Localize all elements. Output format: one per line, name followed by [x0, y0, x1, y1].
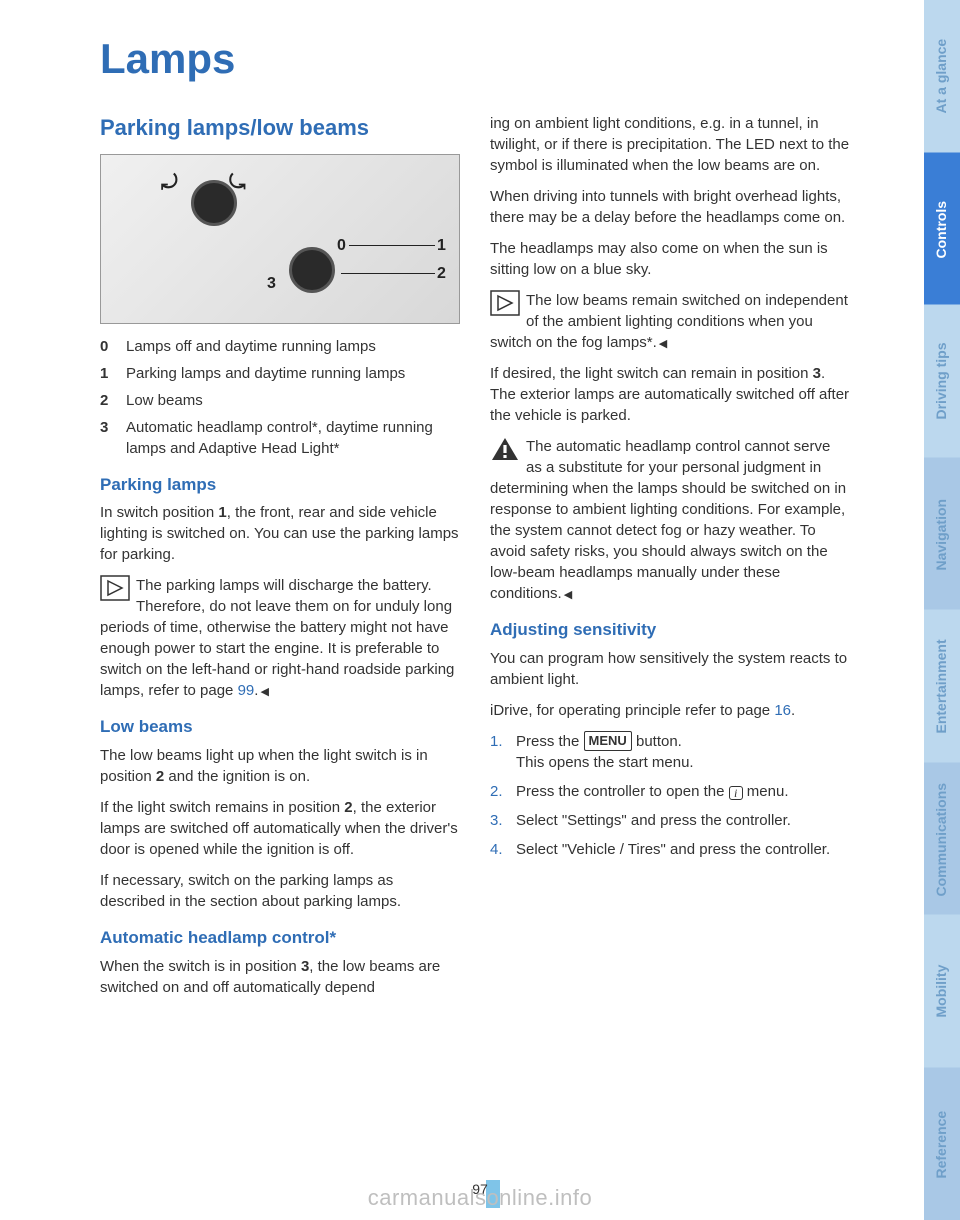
- text: When the switch is in position: [100, 958, 301, 975]
- dial-icon: [289, 247, 335, 293]
- tab-controls[interactable]: Controls: [924, 153, 960, 306]
- body-text: You can program how sensitively the syst…: [490, 648, 850, 690]
- text: The parking lamps will discharge the bat…: [100, 577, 454, 699]
- body-text: If the light switch remains in position …: [100, 797, 460, 860]
- text: button.: [632, 733, 682, 750]
- steps-list: Press the MENU button. This opens the st…: [490, 731, 850, 860]
- item-text: Low beams: [126, 390, 460, 411]
- body-text: ing on ambient light conditions, e.g. in…: [490, 113, 850, 176]
- body-text: The headlamps may also come on when the …: [490, 238, 850, 280]
- text: Press the: [516, 733, 584, 750]
- page-link[interactable]: 16: [774, 702, 791, 719]
- item-number: 0: [100, 336, 126, 357]
- subheading-parking-lamps: Parking lamps: [100, 473, 460, 497]
- figure-label-2: 2: [437, 263, 446, 285]
- text: .: [254, 682, 269, 699]
- info-note: The low beams remain switched on indepen…: [490, 290, 850, 353]
- figure-label-1: 1: [437, 235, 446, 257]
- tab-driving-tips[interactable]: Driving tips: [924, 305, 960, 458]
- info-note: The parking lamps will discharge the bat…: [100, 575, 460, 701]
- text: The automatic headlamp control cannot se…: [490, 438, 846, 602]
- leader-line: [341, 273, 435, 274]
- list-item: 1 Parking lamps and daytime running lamp…: [100, 363, 460, 384]
- text: In switch position: [100, 504, 218, 521]
- text-bold: 3: [813, 365, 821, 382]
- text-bold: 2: [344, 799, 352, 816]
- watermark: carmanualsonline.info: [368, 1183, 593, 1214]
- step-item: Press the controller to open the i menu.: [490, 781, 850, 802]
- item-text: Lamps off and daytime running lamps: [126, 336, 460, 357]
- definition-list: 0 Lamps off and daytime running lamps 1 …: [100, 336, 460, 459]
- left-column: Parking lamps/low beams ⤾ ⤿ 0 3 1 2 0 La…: [100, 113, 460, 998]
- item-text: Parking lamps and daytime running lamps: [126, 363, 460, 384]
- subheading-adjusting: Adjusting sensitivity: [490, 618, 850, 642]
- figure-label-3: 3: [267, 273, 276, 295]
- body-text: If necessary, switch on the parking lamp…: [100, 870, 460, 912]
- text: menu.: [743, 783, 789, 800]
- tab-communications[interactable]: Communications: [924, 763, 960, 916]
- text-bold: 2: [156, 768, 164, 785]
- item-text: Automatic headlamp control*, daytime run…: [126, 417, 460, 459]
- body-text: iDrive, for operating principle refer to…: [490, 700, 850, 721]
- item-number: 3: [100, 417, 126, 459]
- tab-at-a-glance[interactable]: At a glance: [924, 0, 960, 153]
- step-item: Press the MENU button. This opens the st…: [490, 731, 850, 773]
- tab-navigation[interactable]: Navigation: [924, 458, 960, 611]
- section-heading: Parking lamps/low beams: [100, 113, 460, 144]
- text-bold: 1: [218, 504, 226, 521]
- note-icon: [100, 575, 130, 601]
- list-item: 0 Lamps off and daytime running lamps: [100, 336, 460, 357]
- list-item: 3 Automatic headlamp control*, daytime r…: [100, 417, 460, 459]
- step-item: Select "Settings" and press the controll…: [490, 810, 850, 831]
- text: If desired, the light switch can remain …: [490, 365, 813, 382]
- page-title: Lamps: [100, 30, 850, 89]
- text: Press the controller to open the: [516, 783, 729, 800]
- leader-line: [349, 245, 435, 246]
- dial-icon: [191, 180, 237, 226]
- list-item: 2 Low beams: [100, 390, 460, 411]
- text: and the ignition is on.: [164, 768, 310, 785]
- tab-mobility[interactable]: Mobility: [924, 915, 960, 1068]
- warning-note: The automatic headlamp control cannot se…: [490, 436, 850, 604]
- text: If the light switch remains in position: [100, 799, 344, 816]
- tab-reference[interactable]: Reference: [924, 1068, 960, 1220]
- body-text: In switch position 1, the front, rear an…: [100, 502, 460, 565]
- step-item: Select "Vehicle / Tires" and press the c…: [490, 839, 850, 860]
- menu-button-icon: MENU: [584, 731, 632, 751]
- arrow-icon: ⤾: [161, 169, 178, 197]
- subheading-auto-headlamp: Automatic headlamp control*: [100, 926, 460, 950]
- warning-icon: [490, 436, 520, 462]
- i-menu-icon: i: [729, 786, 743, 800]
- body-text: If desired, the light switch can remain …: [490, 363, 850, 426]
- item-number: 2: [100, 390, 126, 411]
- text: The low beams remain switched on indepen…: [490, 292, 848, 351]
- subheading-low-beams: Low beams: [100, 715, 460, 739]
- text: .: [791, 702, 795, 719]
- right-column: ing on ambient light conditions, e.g. in…: [490, 113, 850, 998]
- item-number: 1: [100, 363, 126, 384]
- light-switch-figure: ⤾ ⤿ 0 3 1 2: [100, 154, 460, 324]
- body-text: The low beams light up when the light sw…: [100, 745, 460, 787]
- tab-entertainment[interactable]: Entertainment: [924, 610, 960, 763]
- note-icon: [490, 290, 520, 316]
- body-text: When driving into tunnels with bright ov…: [490, 186, 850, 228]
- text: This opens the start menu.: [516, 754, 694, 771]
- side-tabs: At a glance Controls Driving tips Naviga…: [924, 0, 960, 1220]
- text: iDrive, for operating principle refer to…: [490, 702, 774, 719]
- body-text: When the switch is in position 3, the lo…: [100, 956, 460, 998]
- figure-label-0: 0: [337, 235, 346, 257]
- page-link[interactable]: 99: [238, 682, 255, 699]
